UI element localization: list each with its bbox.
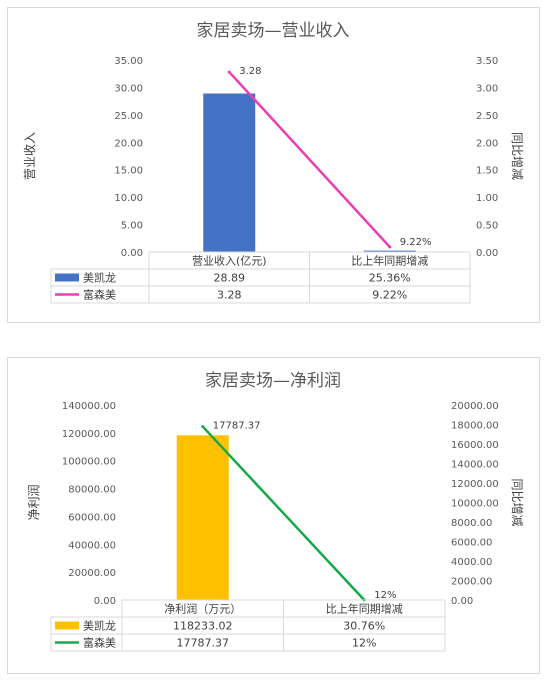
data-label: 3.28	[239, 66, 261, 77]
bar-美凯龙-0	[176, 435, 229, 600]
legend-swatch-美凯龙	[55, 621, 79, 630]
legend-label: 富森美	[83, 288, 116, 302]
y-tick-label: 120000.00	[62, 429, 116, 440]
table-cell: 9.22%	[372, 289, 407, 302]
chart-title: 家居卖场—营业收入	[197, 21, 350, 41]
y2-tick-label: 8000.00	[451, 518, 492, 529]
y-tick-label: 5.00	[121, 221, 143, 232]
y2-tick-label: 20000.00	[451, 401, 499, 412]
table-cell: 12%	[352, 637, 376, 650]
y2-tick-label: 18000.00	[451, 421, 499, 432]
data-label: 12%	[374, 590, 396, 601]
y2-tick-label: 16000.00	[451, 440, 499, 451]
chart-panel-net-profit: 家居卖场—净利润 0.00 20000.00 40000.00 60000.00 8000…	[7, 357, 540, 674]
y2-axis-label: 同比增减	[510, 132, 524, 180]
y2-tick-label: 3.50	[476, 56, 498, 67]
y-tick-label: 60000.00	[68, 512, 116, 523]
y2-tick-label: 0.50	[476, 221, 498, 232]
y2-tick-label: 0.00	[451, 596, 473, 607]
bar-美凯龙-1	[363, 250, 416, 252]
line-point-0	[201, 425, 205, 429]
data-label: 9.22%	[400, 237, 432, 248]
y2-tick-label: 2.50	[476, 111, 498, 122]
y-tick-label: 35.00	[114, 56, 143, 67]
y-tick-label: 140000.00	[62, 401, 116, 412]
y-tick-label: 40000.00	[68, 540, 116, 551]
y2-tick-label: 4000.00	[451, 557, 492, 568]
y-tick-label: 20000.00	[68, 568, 116, 579]
y2-tick-label: 2000.00	[451, 577, 492, 588]
legend-label: 美凯龙	[83, 620, 116, 633]
y-axis-label: 净利润	[27, 484, 41, 520]
table-cell: 17787.37	[177, 637, 230, 650]
y2-tick-label: 0.00	[476, 248, 498, 259]
table-cell: 30.76%	[343, 620, 385, 633]
y-tick-label: 0.00	[94, 596, 116, 607]
x-category-label: 营业收入(亿元)	[192, 254, 267, 268]
y-axis-label: 营业收入	[23, 132, 37, 180]
bar-美凯龙-0	[203, 93, 256, 252]
y2-tick-label: 1.50	[476, 166, 498, 177]
y-tick-label: 100000.00	[62, 457, 116, 468]
chart-net-profit: 家居卖场—净利润 0.00 20000.00 40000.00 60000.00 8000…	[27, 371, 524, 652]
y-tick-label: 20.00	[114, 138, 143, 149]
y-tick-label: 10.00	[114, 193, 143, 204]
line-point-0	[227, 70, 231, 74]
y-tick-label: 80000.00	[68, 485, 116, 496]
y2-tick-label: 6000.00	[451, 538, 492, 549]
y2-tick-label: 3.00	[476, 83, 498, 94]
legend-label: 美凯龙	[83, 272, 116, 285]
data-label: 17787.37	[213, 421, 261, 432]
table-cell: 3.28	[217, 289, 242, 302]
chart-panel-revenue: 家居卖场—营业收入 0.00 5.00 10.00 15.00 20.00 25.00 30.…	[7, 7, 540, 323]
table-cell: 25.36%	[369, 272, 411, 285]
y2-tick-label: 1.00	[476, 193, 498, 204]
legend-swatch-美凯龙	[55, 273, 79, 282]
chart-revenue: 家居卖场—营业收入 0.00 5.00 10.00 15.00 20.00 25.00 30.…	[23, 21, 524, 304]
y2-tick-label: 10000.00	[451, 499, 499, 510]
x-category-label: 净利润（万元）	[164, 602, 241, 616]
y-tick-label: 30.00	[114, 83, 143, 94]
y2-tick-label: 12000.00	[451, 479, 499, 490]
table-cell: 28.89	[214, 272, 246, 285]
line-point-1	[388, 245, 392, 249]
y2-tick-label: 2.00	[476, 138, 498, 149]
y2-axis-label: 同比增减	[510, 478, 524, 526]
y-tick-label: 0.00	[121, 248, 143, 259]
legend-label: 富森美	[83, 636, 116, 650]
x-category-label: 比上年同期增减	[351, 254, 428, 268]
table-cell: 118233.02	[173, 620, 233, 633]
y-tick-label: 25.00	[114, 111, 143, 122]
line-series-富森美	[228, 71, 391, 248]
x-category-label: 比上年同期增减	[326, 602, 403, 616]
line-series-富森美	[201, 425, 366, 601]
y-tick-label: 15.00	[114, 166, 143, 177]
chart-title: 家居卖场—净利润	[205, 371, 341, 391]
y2-tick-label: 14000.00	[451, 460, 499, 471]
